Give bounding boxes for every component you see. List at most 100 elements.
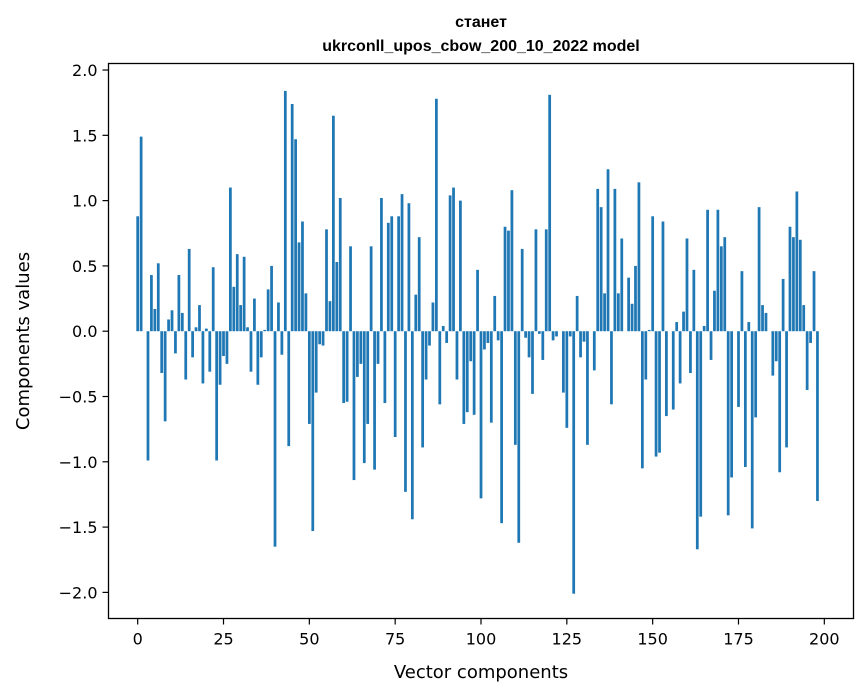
bar bbox=[325, 229, 328, 332]
bar bbox=[314, 331, 318, 393]
bar bbox=[812, 271, 816, 332]
bar bbox=[610, 331, 613, 405]
bar bbox=[616, 293, 620, 332]
bar bbox=[596, 188, 600, 332]
bar bbox=[222, 331, 225, 357]
bar bbox=[740, 271, 744, 332]
bar bbox=[486, 331, 490, 343]
bar bbox=[630, 303, 634, 332]
bar bbox=[242, 256, 246, 332]
bar bbox=[435, 98, 438, 332]
bar bbox=[816, 331, 819, 501]
bar bbox=[146, 331, 150, 461]
bar bbox=[507, 230, 510, 332]
bar bbox=[417, 237, 421, 332]
bar bbox=[290, 103, 294, 332]
y-tick-label: 1.5 bbox=[72, 126, 97, 145]
bar bbox=[167, 319, 170, 332]
bar bbox=[421, 331, 425, 448]
bar bbox=[750, 331, 754, 529]
bar-series bbox=[136, 90, 819, 594]
bar bbox=[249, 331, 253, 372]
bar bbox=[294, 139, 297, 332]
bar bbox=[304, 293, 308, 332]
bar bbox=[579, 331, 582, 358]
bar bbox=[345, 331, 349, 402]
bar bbox=[781, 278, 785, 332]
bar bbox=[287, 331, 291, 447]
bar bbox=[156, 263, 160, 332]
bar bbox=[613, 188, 617, 332]
bar bbox=[208, 331, 212, 372]
x-tick-label: 50 bbox=[299, 630, 319, 649]
y-tick-label: 1.0 bbox=[72, 192, 97, 211]
bar bbox=[256, 331, 260, 385]
bar bbox=[307, 331, 311, 424]
bar bbox=[465, 331, 469, 413]
bar bbox=[661, 221, 665, 332]
bar bbox=[229, 187, 232, 332]
bar bbox=[225, 331, 229, 364]
bar bbox=[218, 331, 222, 385]
bar bbox=[651, 216, 655, 332]
bar bbox=[737, 331, 740, 407]
bar bbox=[342, 331, 346, 404]
y-tick-label: −1.5 bbox=[59, 518, 98, 537]
bar bbox=[297, 242, 301, 332]
bar bbox=[695, 331, 699, 550]
bar bbox=[606, 169, 610, 332]
bar bbox=[397, 216, 400, 332]
bar bbox=[771, 331, 775, 376]
bar bbox=[184, 331, 188, 380]
bar bbox=[634, 265, 637, 332]
bar bbox=[544, 229, 548, 332]
bar bbox=[788, 226, 792, 332]
bar bbox=[603, 293, 606, 332]
x-tick-label: 200 bbox=[809, 630, 840, 649]
y-tick-label: 0.0 bbox=[72, 322, 97, 341]
bar bbox=[321, 331, 325, 346]
bar bbox=[332, 115, 335, 332]
bar bbox=[170, 310, 174, 332]
bar bbox=[428, 331, 431, 346]
bar bbox=[373, 331, 376, 470]
bar bbox=[266, 289, 270, 332]
bar bbox=[410, 331, 414, 520]
bar bbox=[795, 191, 799, 332]
bar bbox=[232, 286, 236, 332]
bar bbox=[747, 322, 751, 332]
bar bbox=[270, 265, 273, 332]
bar bbox=[675, 322, 679, 332]
bar bbox=[654, 331, 658, 457]
bar bbox=[194, 327, 198, 332]
x-tick-label: 0 bbox=[133, 630, 143, 649]
bar bbox=[524, 331, 528, 338]
x-tick-label: 25 bbox=[213, 630, 233, 649]
bar bbox=[599, 207, 603, 332]
bar bbox=[438, 331, 442, 405]
bar bbox=[311, 331, 315, 532]
bar bbox=[527, 331, 531, 358]
bar bbox=[462, 331, 466, 424]
plot-frame bbox=[107, 62, 855, 620]
bar bbox=[726, 331, 730, 516]
x-tick-label: 175 bbox=[723, 630, 754, 649]
bar bbox=[620, 238, 624, 332]
bar bbox=[191, 331, 194, 358]
chart-subtitle: ukrconll_upos_cbow_200_10_2022 model bbox=[322, 38, 639, 55]
bar bbox=[163, 331, 167, 422]
bar bbox=[187, 248, 191, 332]
bar bbox=[493, 295, 497, 332]
bar bbox=[476, 269, 479, 332]
bar bbox=[174, 331, 177, 354]
bar bbox=[359, 331, 363, 364]
bar bbox=[513, 331, 517, 445]
bar bbox=[283, 90, 287, 332]
bar bbox=[743, 331, 747, 468]
bar bbox=[531, 331, 534, 394]
bar bbox=[448, 195, 452, 332]
bar bbox=[565, 331, 569, 428]
bar bbox=[517, 331, 521, 543]
bar bbox=[479, 331, 483, 499]
bar bbox=[215, 331, 219, 461]
